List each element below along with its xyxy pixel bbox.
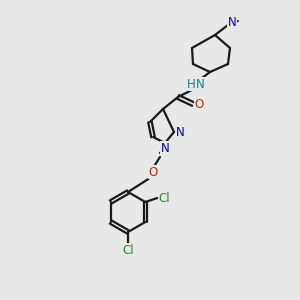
- Text: H: H: [187, 77, 195, 91]
- Text: N: N: [176, 125, 184, 139]
- Text: N: N: [196, 77, 204, 91]
- Text: Cl: Cl: [122, 244, 134, 256]
- Text: N: N: [228, 16, 236, 29]
- Text: N: N: [160, 142, 169, 154]
- Text: Cl: Cl: [158, 191, 170, 205]
- Text: O: O: [194, 98, 204, 110]
- Text: O: O: [148, 166, 158, 178]
